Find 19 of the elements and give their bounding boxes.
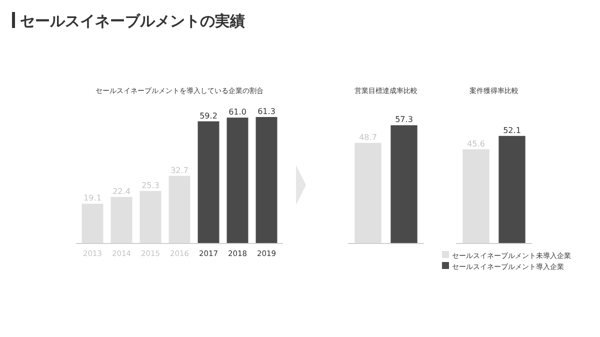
data-label: 52.1 <box>503 126 521 135</box>
data-label: 48.7 <box>359 132 377 142</box>
data-label: 22.4 <box>112 186 130 196</box>
data-label: 61.3 <box>258 107 276 116</box>
bar <box>82 204 104 243</box>
data-label: 61.0 <box>228 108 246 117</box>
chart-title: セールスイネーブルメントの実績 <box>20 12 245 30</box>
data-label: 59.2 <box>200 111 218 120</box>
bar <box>226 118 248 243</box>
data-label: 19.1 <box>84 194 102 203</box>
data-label: 25.3 <box>142 180 160 190</box>
bar <box>198 121 220 243</box>
bar <box>110 196 132 243</box>
data-label: 57.3 <box>395 115 413 124</box>
bar <box>168 176 190 243</box>
data-label: 45.6 <box>467 139 485 148</box>
bar <box>140 190 162 243</box>
data-label: 32.7 <box>170 166 188 175</box>
bar <box>256 117 278 243</box>
